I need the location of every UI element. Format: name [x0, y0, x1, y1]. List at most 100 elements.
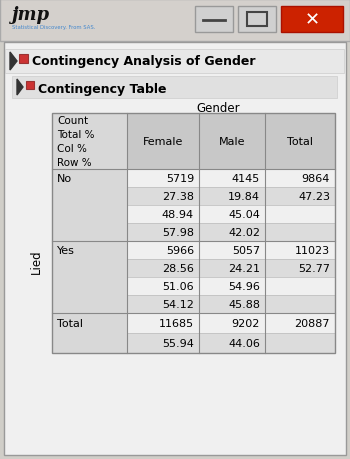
Text: Contingency Analysis of Gender: Contingency Analysis of Gender: [32, 56, 256, 68]
Bar: [12, 77, 337, 99]
Bar: [195, 7, 233, 33]
Bar: [265, 313, 335, 353]
Text: 5966: 5966: [166, 246, 194, 256]
Bar: [265, 170, 335, 241]
Bar: [199, 259, 265, 277]
Bar: [199, 295, 265, 313]
Text: 47.23: 47.23: [298, 191, 330, 202]
Bar: [265, 224, 335, 241]
Bar: [199, 313, 265, 333]
Text: Total: Total: [287, 137, 313, 147]
Text: Male: Male: [219, 137, 245, 147]
Text: jmp: jmp: [12, 6, 50, 24]
Bar: [199, 206, 265, 224]
Bar: [52, 313, 127, 353]
Text: Lied: Lied: [29, 249, 42, 274]
Bar: [199, 241, 265, 259]
Bar: [238, 7, 276, 33]
Text: 28.56: 28.56: [162, 263, 194, 274]
Text: 9202: 9202: [232, 318, 260, 328]
Bar: [127, 224, 199, 241]
Bar: [265, 188, 335, 206]
Bar: [199, 277, 265, 295]
Text: 52.77: 52.77: [298, 263, 330, 274]
Bar: [199, 224, 265, 241]
Bar: [265, 313, 335, 333]
Text: Total: Total: [57, 318, 83, 328]
Bar: [127, 114, 199, 170]
Text: 42.02: 42.02: [228, 228, 260, 237]
Polygon shape: [10, 53, 17, 71]
Bar: [52, 114, 127, 170]
Text: 48.94: 48.94: [162, 210, 194, 219]
Bar: [199, 170, 265, 188]
Bar: [247, 13, 267, 27]
Text: Contingency Table: Contingency Table: [38, 82, 167, 95]
Bar: [127, 313, 199, 353]
Bar: [52, 241, 127, 313]
Text: 44.06: 44.06: [228, 338, 260, 348]
Text: Female: Female: [143, 137, 183, 147]
Bar: [52, 114, 335, 353]
Bar: [4, 43, 346, 455]
Text: Total %: Total %: [57, 130, 94, 140]
Bar: [199, 313, 265, 353]
Bar: [265, 259, 335, 277]
Bar: [127, 241, 199, 259]
Text: 19.84: 19.84: [228, 191, 260, 202]
Bar: [199, 188, 265, 206]
Bar: [265, 277, 335, 295]
Bar: [199, 114, 265, 170]
Bar: [0, 0, 350, 42]
Text: No: No: [57, 174, 72, 184]
Text: Statistical Discovery. From SAS.: Statistical Discovery. From SAS.: [12, 25, 95, 30]
Text: Yes: Yes: [57, 246, 75, 256]
Text: 57.98: 57.98: [162, 228, 194, 237]
Bar: [265, 241, 335, 259]
Text: ✕: ✕: [304, 11, 320, 29]
Text: 45.04: 45.04: [228, 210, 260, 219]
Text: 4145: 4145: [232, 174, 260, 184]
Text: 51.06: 51.06: [162, 281, 194, 291]
Text: 20887: 20887: [294, 318, 330, 328]
Text: 11685: 11685: [159, 318, 194, 328]
Text: 55.94: 55.94: [162, 338, 194, 348]
Bar: [127, 295, 199, 313]
Text: 5719: 5719: [166, 174, 194, 184]
Text: 24.21: 24.21: [228, 263, 260, 274]
Bar: [265, 295, 335, 313]
Bar: [281, 7, 343, 33]
Bar: [19, 55, 28, 64]
Bar: [265, 114, 335, 170]
Bar: [199, 241, 265, 313]
Text: 54.96: 54.96: [228, 281, 260, 291]
Bar: [265, 206, 335, 224]
Bar: [127, 277, 199, 295]
Bar: [127, 241, 199, 313]
Bar: [265, 333, 335, 353]
Bar: [127, 313, 199, 333]
Bar: [127, 188, 199, 206]
Bar: [199, 333, 265, 353]
Text: 45.88: 45.88: [228, 299, 260, 309]
Bar: [127, 206, 199, 224]
Text: 27.38: 27.38: [162, 191, 194, 202]
Bar: [26, 82, 34, 90]
Bar: [127, 333, 199, 353]
Text: 54.12: 54.12: [162, 299, 194, 309]
Text: Col %: Col %: [57, 144, 87, 154]
Text: Gender: Gender: [196, 101, 240, 114]
Text: Count: Count: [57, 116, 88, 126]
Text: 11023: 11023: [295, 246, 330, 256]
Bar: [199, 170, 265, 241]
Bar: [127, 170, 199, 241]
Bar: [265, 170, 335, 188]
Bar: [265, 241, 335, 313]
Bar: [52, 170, 127, 241]
Bar: [127, 259, 199, 277]
Bar: [5, 50, 344, 74]
Text: 5057: 5057: [232, 246, 260, 256]
Polygon shape: [17, 80, 23, 96]
Bar: [127, 170, 199, 188]
Text: 9864: 9864: [302, 174, 330, 184]
